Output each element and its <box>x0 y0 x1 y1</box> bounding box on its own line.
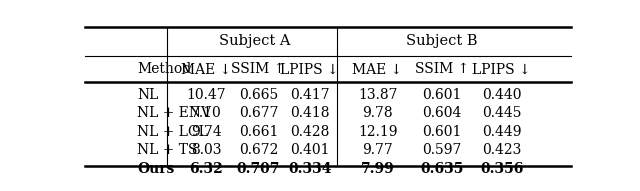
Text: NL + ENV: NL + ENV <box>137 106 211 120</box>
Text: 9.74: 9.74 <box>191 125 222 139</box>
Text: 0.449: 0.449 <box>482 125 522 139</box>
Text: 0.428: 0.428 <box>290 125 330 139</box>
Text: 7.99: 7.99 <box>361 162 394 176</box>
Text: MAE ↓: MAE ↓ <box>181 62 232 76</box>
Text: 0.665: 0.665 <box>239 88 278 102</box>
Text: 10.47: 10.47 <box>187 88 227 102</box>
Text: SSIM ↑: SSIM ↑ <box>232 62 285 76</box>
Text: 0.601: 0.601 <box>422 88 462 102</box>
Text: 0.601: 0.601 <box>422 125 462 139</box>
Text: MAE ↓: MAE ↓ <box>353 62 403 76</box>
Text: 0.597: 0.597 <box>422 143 462 157</box>
Text: 12.19: 12.19 <box>358 125 397 139</box>
Text: 9.77: 9.77 <box>362 143 393 157</box>
Text: 0.356: 0.356 <box>480 162 524 176</box>
Text: NL + LCL: NL + LCL <box>137 125 208 139</box>
Text: Subject B: Subject B <box>406 34 478 48</box>
Text: 0.423: 0.423 <box>482 143 522 157</box>
Text: 0.604: 0.604 <box>422 106 462 120</box>
Text: 13.87: 13.87 <box>358 88 397 102</box>
Text: LPIPS ↓: LPIPS ↓ <box>280 62 339 76</box>
Text: 0.677: 0.677 <box>239 106 278 120</box>
Text: 0.661: 0.661 <box>239 125 278 139</box>
Text: 9.78: 9.78 <box>362 106 393 120</box>
Text: 0.707: 0.707 <box>237 162 280 176</box>
Text: 0.440: 0.440 <box>482 88 522 102</box>
Text: LPIPS ↓: LPIPS ↓ <box>472 62 531 76</box>
Text: SSIM ↑: SSIM ↑ <box>415 62 469 76</box>
Text: Method: Method <box>137 62 191 76</box>
Text: Ours: Ours <box>137 162 175 176</box>
Text: 0.401: 0.401 <box>290 143 330 157</box>
Text: 0.334: 0.334 <box>288 162 332 176</box>
Text: NL + TS: NL + TS <box>137 143 198 157</box>
Text: 7.10: 7.10 <box>191 106 222 120</box>
Text: 0.417: 0.417 <box>290 88 330 102</box>
Text: 0.672: 0.672 <box>239 143 278 157</box>
Text: 8.03: 8.03 <box>191 143 221 157</box>
Text: 6.32: 6.32 <box>189 162 223 176</box>
Text: NL: NL <box>137 88 159 102</box>
Text: Subject A: Subject A <box>220 34 291 48</box>
Text: 0.418: 0.418 <box>290 106 330 120</box>
Text: 0.635: 0.635 <box>420 162 464 176</box>
Text: 0.445: 0.445 <box>482 106 522 120</box>
